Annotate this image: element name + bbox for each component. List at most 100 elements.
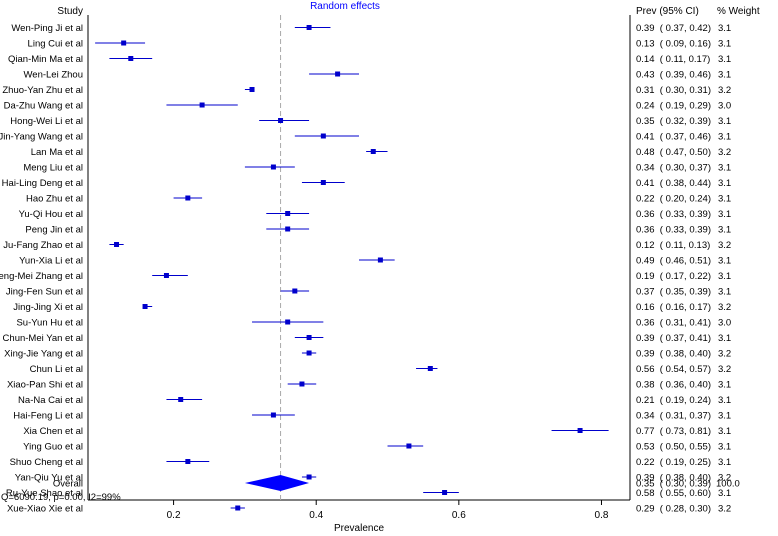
study-label: Hao Zhu et al (26, 194, 83, 205)
weight-text: 3.1 (718, 395, 731, 406)
study-label: Ju-Fang Zhao et al (3, 240, 83, 251)
study-row: Shuo Cheng et al 0.22 ( 0.19, 0.25) 3.1 (10, 457, 732, 468)
study-row: Zhuo-Yan Zhu et al 0.31 ( 0.30, 0.31) 3.2 (2, 85, 731, 96)
point-estimate-marker (114, 242, 120, 247)
ci-text: 0.48 ( 0.47, 0.50) (636, 147, 711, 158)
study-label: Chun-Mei Yan et al (3, 333, 83, 344)
ci-text: 0.36 ( 0.33, 0.39) (636, 225, 711, 236)
point-estimate-marker (178, 397, 184, 402)
ci-text: 0.43 ( 0.39, 0.46) (636, 70, 711, 81)
study-row: Ling Cui et al 0.13 ( 0.09, 0.16) 3.1 (28, 39, 732, 50)
study-row: Su-Yun Hu et al 0.36 ( 0.31, 0.41) 3.0 (16, 318, 731, 329)
heterogeneity-stat: Q=6090.19, p=0.00, I2=99% (1, 492, 121, 503)
point-estimate-marker (163, 273, 169, 278)
study-row: Ru-Yue Shao et al 0.58 ( 0.55, 0.60) 3.1 (6, 488, 731, 499)
point-estimate-marker (299, 381, 305, 387)
study-row: Da-Zhu Wang et al 0.24 ( 0.19, 0.29) 3.0 (4, 101, 732, 112)
weight-text: 3.1 (718, 132, 731, 143)
ci-text: 0.13 ( 0.09, 0.16) (636, 39, 711, 50)
point-estimate-marker (406, 443, 412, 449)
point-estimate-marker (185, 195, 191, 201)
weight-column-header: % Weight (717, 6, 760, 17)
ci-text: 0.35 ( 0.32, 0.39) (636, 116, 711, 127)
ci-text: 0.39 ( 0.37, 0.41) (636, 333, 711, 344)
weight-text: 3.1 (718, 116, 731, 127)
ci-text: 0.49 ( 0.46, 0.51) (636, 256, 711, 267)
study-label: Su-Yun Hu et al (16, 318, 83, 329)
ci-text: 0.31 ( 0.30, 0.31) (636, 85, 711, 96)
study-label: Shuo Cheng et al (10, 457, 83, 468)
ci-text: 0.22 ( 0.20, 0.24) (636, 194, 711, 205)
point-estimate-marker (270, 164, 276, 170)
ci-text: 0.21 ( 0.19, 0.24) (636, 395, 711, 406)
study-label: Ling Cui et al (28, 39, 83, 50)
weight-text: 3.1 (718, 488, 731, 499)
study-label: Yun-Xia Li et al (19, 256, 83, 267)
study-label: Ru-Yue Shao et al (6, 488, 83, 499)
study-label: Jin-Yang Wang et al (0, 132, 83, 143)
study-label: Wen-Ping Ji et al (11, 23, 83, 34)
ci-text: 0.41 ( 0.37, 0.46) (636, 132, 711, 143)
weight-text: 3.1 (718, 380, 731, 391)
point-estimate-marker (249, 87, 255, 92)
point-estimate-marker (235, 505, 241, 511)
ci-text: 0.77 ( 0.73, 0.81) (636, 426, 711, 437)
ci-text: 0.58 ( 0.55, 0.60) (636, 488, 711, 499)
x-axis-ticks: 0.2 0.4 0.6 0.8 (167, 500, 609, 521)
ci-text: 0.41 ( 0.38, 0.44) (636, 178, 711, 189)
ci-text: 0.39 ( 0.37, 0.42) (636, 23, 711, 34)
point-estimate-marker (285, 319, 291, 325)
point-estimate-marker (285, 211, 291, 216)
weight-text: 3.0 (718, 318, 731, 329)
x-axis-label: Prevalence (334, 523, 384, 534)
point-estimate-marker (128, 56, 134, 61)
point-estimate-marker (577, 428, 583, 433)
overall-label: Overall (53, 479, 83, 490)
study-row: Chun Li et al 0.56 ( 0.54, 0.57) 3.2 (30, 364, 732, 375)
study-label: Peng Jin et al (25, 225, 83, 236)
study-label: Jing-Fen Sun et al (6, 287, 83, 298)
ci-text: 0.38 ( 0.36, 0.40) (636, 380, 711, 391)
study-row: Ying Guo et al 0.53 ( 0.50, 0.55) 3.1 (23, 442, 731, 453)
study-row: Hong-Wei Li et al 0.35 ( 0.32, 0.39) 3.1 (10, 116, 731, 127)
weight-text: 3.2 (718, 473, 731, 484)
study-row: Peng Jin et al 0.36 ( 0.33, 0.39) 3.1 (25, 225, 731, 236)
weight-text: 3.1 (718, 209, 731, 220)
study-row: Yan-Qiu Yu et al 0.39 ( 0.38, 0.40) 3.2 (15, 473, 732, 484)
ci-column-header: Prev (95% CI) (636, 6, 699, 17)
study-label: Jing-Jing Xi et al (13, 302, 83, 313)
weight-text: 3.1 (718, 271, 731, 282)
study-label: Xiao-Pan Shi et al (7, 380, 83, 391)
x-tick-label: 0.2 (167, 510, 181, 521)
weight-text: 3.2 (718, 364, 731, 375)
study-label: Feng-Mei Zhang et al (0, 271, 83, 282)
ci-text: 0.36 ( 0.33, 0.39) (636, 209, 711, 220)
ci-text: 0.22 ( 0.19, 0.25) (636, 457, 711, 468)
point-estimate-marker (320, 133, 326, 139)
point-estimate-marker (306, 474, 312, 480)
weight-text: 3.1 (718, 39, 731, 50)
study-row: Xiao-Pan Shi et al 0.38 ( 0.36, 0.40) 3.1 (7, 380, 731, 391)
study-label: Lan Ma et al (31, 147, 83, 158)
study-row: Feng-Mei Zhang et al 0.19 ( 0.17, 0.22) 3.… (0, 271, 731, 282)
study-label: Chun Li et al (30, 364, 83, 375)
ci-text: 0.19 ( 0.17, 0.22) (636, 271, 711, 282)
study-label: Na-Na Cai et al (18, 395, 83, 406)
study-row: Jin-Yang Wang et al 0.41 ( 0.37, 0.46) 3.1 (0, 132, 731, 143)
study-label: Xing-Jie Yang et al (4, 349, 83, 360)
point-estimate-marker (285, 226, 291, 232)
ci-text: 0.14 ( 0.11, 0.17) (636, 54, 710, 65)
weight-text: 3.2 (718, 302, 731, 313)
ci-text: 0.37 ( 0.35, 0.39) (636, 287, 711, 298)
weight-text: 3.1 (718, 225, 731, 236)
study-row: Yu-Qi Hou et al 0.36 ( 0.33, 0.39) 3.1 (19, 209, 732, 220)
overall-diamond (244, 475, 310, 491)
weight-text: 3.2 (718, 85, 731, 96)
study-label: Hong-Wei Li et al (10, 116, 83, 127)
study-label: Wen-Lei Zhou (24, 70, 84, 81)
study-rows: Wen-Ping Ji et al 0.39 ( 0.37, 0.42) 3.1Li… (0, 23, 731, 515)
overall-ci-text: 0.35 ( 0.30, 0.39) (636, 479, 711, 490)
study-row: Wen-Lei Zhou 0.43 ( 0.39, 0.46) 3.1 (24, 70, 732, 81)
study-label: Zhuo-Yan Zhu et al (2, 85, 83, 96)
weight-text: 3.1 (718, 23, 731, 34)
